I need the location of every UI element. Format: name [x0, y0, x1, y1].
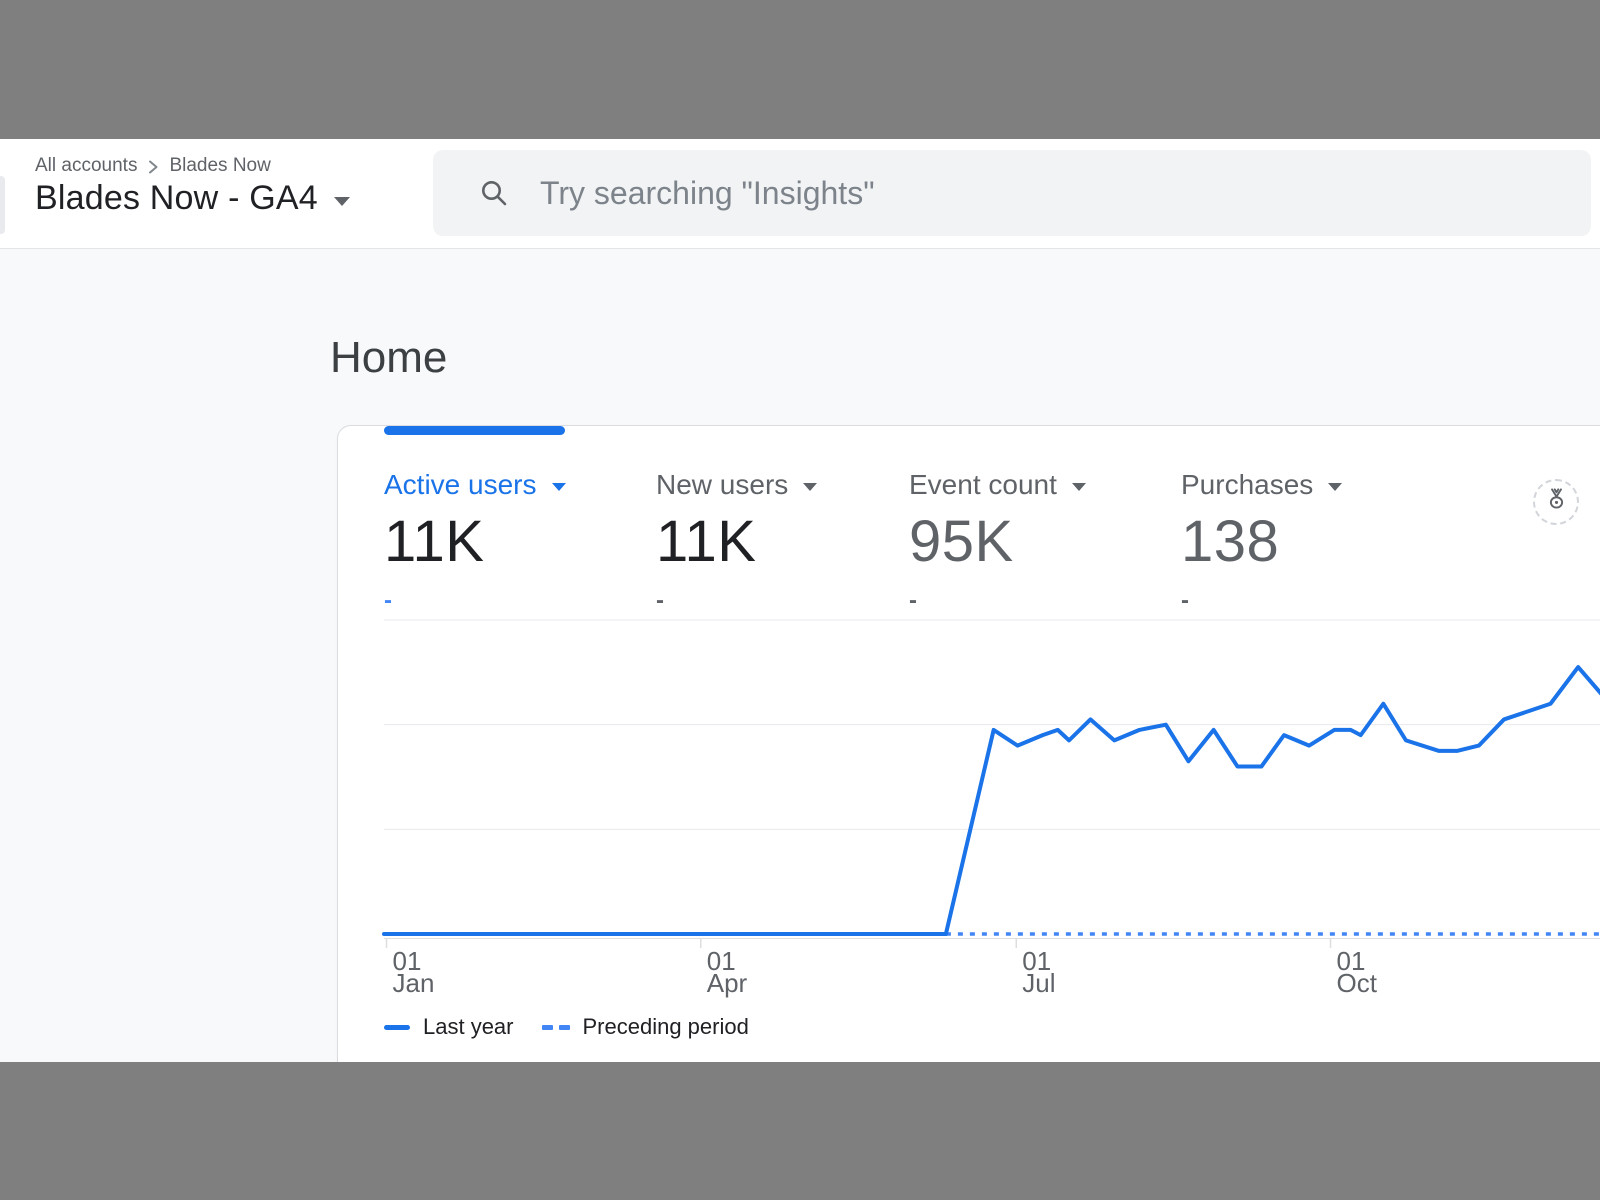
x-tick-label-month: Oct — [1337, 968, 1378, 998]
metric-change: - — [384, 587, 392, 614]
metric-value: 138 — [1181, 509, 1280, 574]
last-year-line — [382, 665, 1600, 936]
main-content: Home Active users 11K - New users — [0, 249, 1600, 1105]
metric-active-users: Active users 11K - — [384, 468, 656, 613]
metric-value: 11K — [656, 509, 757, 574]
legend-label: Last year — [423, 1014, 514, 1039]
search-input[interactable] — [540, 174, 1440, 212]
x-tick-label-day: 01 — [1337, 946, 1366, 976]
metric-change: - — [656, 587, 664, 614]
search-icon — [478, 177, 510, 209]
chevron-down-icon — [803, 482, 818, 491]
overview-metrics-card: Active users 11K - New users 11K - — [337, 425, 1600, 1105]
metric-change: - — [909, 587, 917, 614]
breadcrumb-property[interactable]: Blades Now — [169, 155, 271, 176]
metric-purchases: Purchases 138 - — [1181, 468, 1441, 613]
app-header: All accounts Blades Now Blades Now - GA4 — [0, 139, 1600, 249]
insights-medal-icon — [1543, 486, 1570, 518]
metric-dropdown[interactable]: Event count — [909, 468, 1086, 502]
metric-change: - — [1181, 587, 1189, 614]
chart-legend: Last year Preceding period — [384, 1014, 749, 1040]
property-title: Blades Now - GA4 — [35, 179, 318, 217]
letterbox-top — [0, 0, 1600, 139]
metric-label: New users — [656, 469, 789, 500]
property-switcher[interactable]: Blades Now - GA4 — [35, 179, 350, 218]
x-tick-label-day: 01 — [707, 946, 736, 976]
x-tick-label-month: Jul — [1022, 968, 1055, 998]
metric-event-count: Event count 95K - — [909, 468, 1181, 613]
chevron-down-icon — [1328, 482, 1343, 491]
page-title: Home — [330, 333, 448, 382]
legend-item-preceding-period: Preceding period — [541, 1014, 749, 1040]
legend-item-last-year: Last year — [384, 1014, 514, 1040]
active-metric-tab-indicator — [384, 426, 565, 435]
legend-label: Preceding period — [582, 1014, 749, 1039]
metric-new-users: New users 11K - — [656, 468, 909, 613]
chevron-down-icon — [1071, 482, 1086, 491]
metric-label: Event count — [909, 469, 1057, 500]
last-year-line-swatch — [384, 1024, 410, 1030]
metric-dropdown[interactable]: New users — [656, 468, 818, 502]
insights-badge-button[interactable] — [1533, 479, 1579, 525]
x-tick-label-month: Apr — [707, 968, 748, 998]
letterbox-bottom — [0, 1062, 1600, 1200]
metric-dropdown[interactable]: Active users — [384, 468, 566, 502]
metrics-row: Active users 11K - New users 11K - — [384, 468, 1441, 613]
metric-value: 95K — [909, 509, 1014, 574]
breadcrumb: All accounts Blades Now — [35, 155, 271, 177]
preceding-period-line-swatch — [541, 1024, 570, 1030]
breadcrumb-all-accounts[interactable]: All accounts — [35, 155, 138, 176]
metric-label: Purchases — [1181, 469, 1314, 500]
chevron-right-icon — [146, 159, 160, 175]
x-tick-label-day: 01 — [393, 946, 422, 976]
metric-label: Active users — [384, 469, 537, 500]
chevron-down-icon — [333, 197, 350, 206]
search-bar[interactable] — [433, 150, 1591, 236]
nav-rail-fragment — [0, 176, 5, 234]
x-tick-label-month: Jan — [393, 968, 435, 998]
metric-value: 11K — [384, 509, 485, 574]
metric-dropdown[interactable]: Purchases — [1181, 468, 1343, 502]
x-tick-label-day: 01 — [1022, 946, 1051, 976]
chevron-down-icon — [551, 482, 566, 491]
